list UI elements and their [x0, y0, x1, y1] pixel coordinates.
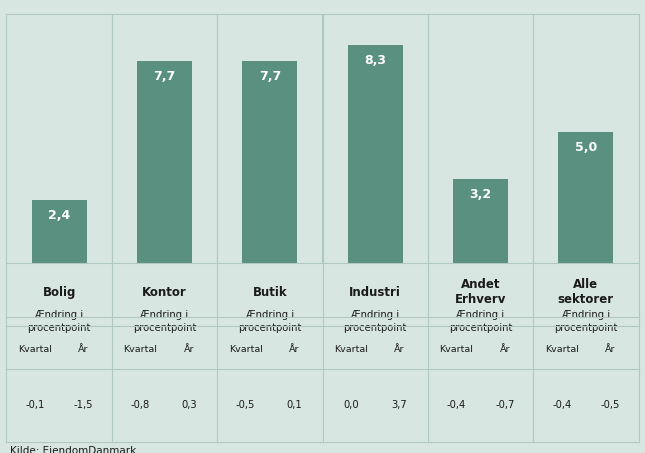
- Text: -0,4: -0,4: [552, 400, 571, 410]
- Text: 0,0: 0,0: [343, 400, 359, 410]
- Text: Kvartal: Kvartal: [18, 346, 52, 354]
- Text: Ændring i
procentpoint: Ændring i procentpoint: [554, 310, 617, 333]
- Text: Butik: Butik: [252, 286, 287, 299]
- Bar: [559, 132, 613, 263]
- Text: -1,5: -1,5: [74, 400, 93, 410]
- Text: 3,2: 3,2: [470, 188, 491, 201]
- Text: Bolig: Bolig: [43, 286, 76, 299]
- Text: -0,7: -0,7: [495, 400, 515, 410]
- Text: År: År: [183, 346, 194, 354]
- Text: Ændring i
procentpoint: Ændring i procentpoint: [344, 310, 407, 333]
- Text: Alle
sektorer: Alle sektorer: [558, 278, 614, 306]
- Text: 0,3: 0,3: [181, 400, 197, 410]
- Text: Ændring i
procentpoint: Ændring i procentpoint: [238, 310, 301, 333]
- Text: Kontor: Kontor: [142, 286, 187, 299]
- Text: Kvartal: Kvartal: [229, 346, 263, 354]
- Text: År: År: [78, 346, 88, 354]
- Text: 3,7: 3,7: [392, 400, 407, 410]
- Text: Kvartal: Kvartal: [334, 346, 368, 354]
- Text: -0,1: -0,1: [25, 400, 45, 410]
- Text: 0,1: 0,1: [286, 400, 302, 410]
- Bar: [243, 61, 297, 263]
- Text: Ændring i
procentpoint: Ændring i procentpoint: [28, 310, 91, 333]
- Bar: [348, 45, 402, 263]
- Bar: [137, 61, 192, 263]
- Text: Kvartal: Kvartal: [123, 346, 157, 354]
- Text: 7,7: 7,7: [154, 70, 175, 83]
- Text: -0,5: -0,5: [600, 400, 620, 410]
- Text: -0,4: -0,4: [447, 400, 466, 410]
- Text: 7,7: 7,7: [259, 70, 281, 83]
- Text: Kvartal: Kvartal: [545, 346, 579, 354]
- Text: År: År: [605, 346, 615, 354]
- Text: 8,3: 8,3: [364, 54, 386, 67]
- Text: År: År: [289, 346, 299, 354]
- Text: 2,4: 2,4: [48, 209, 70, 222]
- Text: Industri: Industri: [349, 286, 401, 299]
- Text: Kilde: EjendomDanmark: Kilde: EjendomDanmark: [10, 446, 136, 453]
- Text: Ændring i
procentpoint: Ændring i procentpoint: [449, 310, 512, 333]
- Text: Andet
Erhverv: Andet Erhverv: [455, 278, 506, 306]
- Text: Ændring i
procentpoint: Ændring i procentpoint: [133, 310, 196, 333]
- Bar: [32, 200, 86, 263]
- Bar: [453, 179, 508, 263]
- Text: -0,5: -0,5: [236, 400, 255, 410]
- Text: År: År: [499, 346, 510, 354]
- Text: -0,8: -0,8: [131, 400, 150, 410]
- Text: 5,0: 5,0: [575, 141, 597, 154]
- Text: Kvartal: Kvartal: [439, 346, 473, 354]
- Text: År: År: [394, 346, 404, 354]
